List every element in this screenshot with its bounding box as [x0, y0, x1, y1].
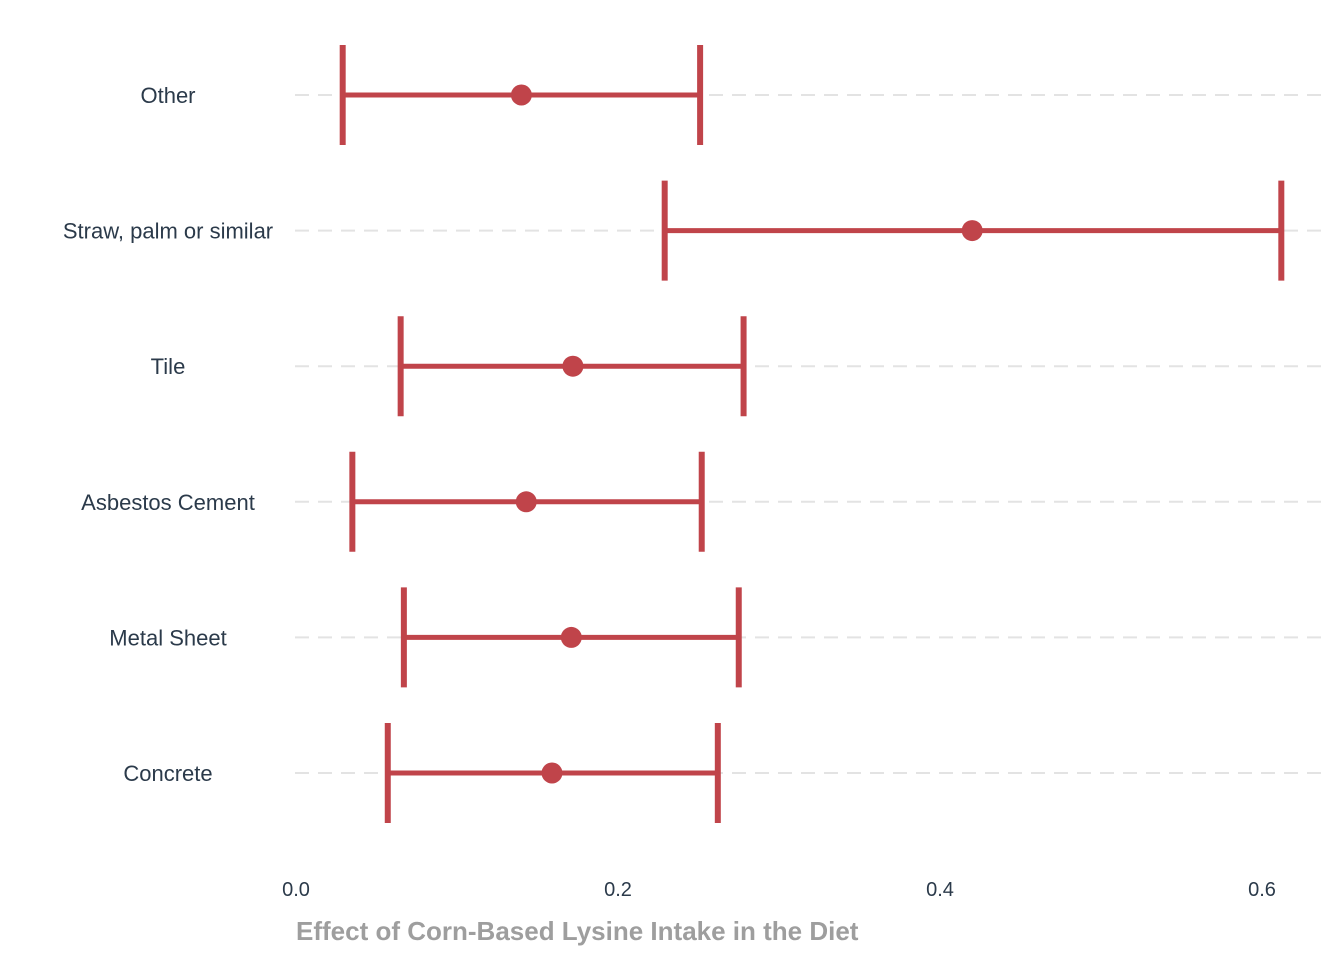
gridlines — [295, 94, 1328, 774]
category-label: Asbestos Cement — [81, 490, 255, 515]
x-tick-label: 0.2 — [604, 879, 632, 901]
x-tick-label: 0.0 — [282, 879, 310, 901]
category-label: Concrete — [123, 761, 212, 786]
category-labels: Other Straw, palm or similar Tile Asbestos … — [63, 83, 273, 786]
category-label: Metal Sheet — [109, 625, 226, 650]
estimate-point — [961, 220, 983, 242]
estimate-point — [541, 762, 563, 784]
estimate-point — [515, 491, 537, 513]
x-tick-label: 0.4 — [926, 879, 954, 901]
x-tick-labels: 0.0 0.2 0.4 0.6 — [282, 879, 1276, 901]
category-label: Straw, palm or similar — [63, 219, 273, 244]
category-label: Other — [140, 83, 195, 108]
category-label: Tile — [151, 354, 186, 379]
error-bars — [339, 45, 1285, 823]
estimate-point — [510, 84, 532, 106]
x-axis-title: Effect of Corn-Based Lysine Intake in th… — [296, 916, 859, 946]
estimate-point — [562, 355, 584, 377]
x-tick-label: 0.6 — [1248, 879, 1276, 901]
estimate-point — [560, 626, 582, 648]
